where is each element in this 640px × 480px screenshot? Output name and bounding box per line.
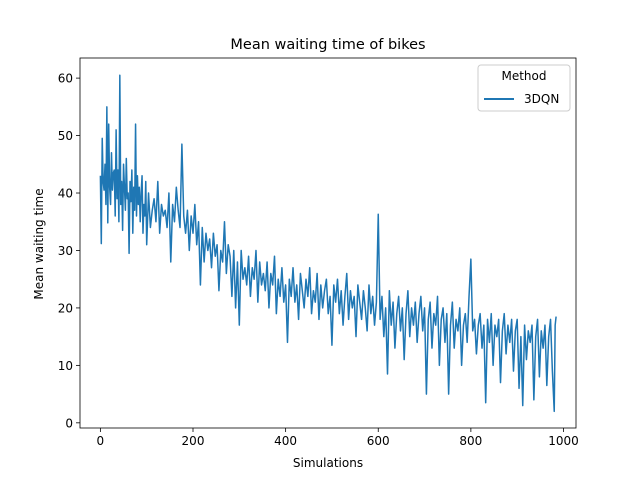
series-line-1 (99, 74, 557, 413)
y-tick-label: 60 (58, 72, 73, 86)
x-tick-label: 200 (182, 434, 205, 448)
chart-title: Mean waiting time of bikes (230, 37, 425, 53)
x-tick-label: 0 (97, 434, 105, 448)
legend: Method 3DQN (477, 64, 571, 112)
x-tick-label: 800 (459, 434, 482, 448)
x-axis-label: Simulations (293, 456, 363, 470)
y-tick-label: 30 (58, 244, 73, 258)
x-tick-label: 600 (367, 434, 390, 448)
x-tick-label: 1000 (548, 434, 579, 448)
legend-title: Method (501, 69, 546, 83)
y-axis: 0 10 20 30 40 50 60 (58, 72, 80, 430)
y-tick-label: 50 (58, 129, 73, 143)
y-tick-label: 40 (58, 187, 73, 201)
y-tick-label: 0 (65, 416, 73, 430)
y-tick-label: 10 (58, 359, 73, 373)
legend-entry-label: 3DQN (524, 92, 559, 106)
y-tick-label: 20 (58, 301, 73, 315)
x-axis: 0 200 400 600 800 1000 (97, 428, 579, 448)
y-axis-label: Mean waiting time (32, 188, 46, 299)
plot-area (79, 57, 577, 429)
axes-frame (79, 57, 577, 429)
x-tick-label: 400 (274, 434, 297, 448)
